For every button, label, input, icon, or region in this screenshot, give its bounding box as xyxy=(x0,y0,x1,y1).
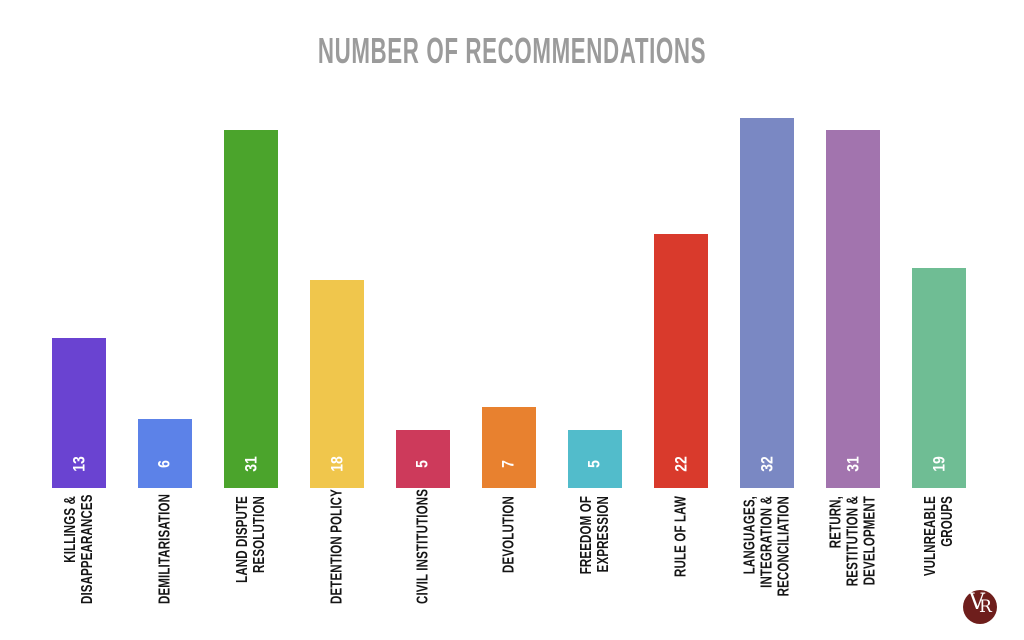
bar: 31 xyxy=(224,130,278,488)
category-label-cell: RETURN, RESTITUTION & DEVELOPMENT xyxy=(810,496,896,640)
bar-value-label: 13 xyxy=(68,456,88,472)
category-label: LAND DISPUTE RESOLUTION xyxy=(234,496,268,583)
bar: 22 xyxy=(654,234,708,488)
category-label-cell: LANGUAGES, INTEGRATION & RECONCILIATION xyxy=(724,496,810,640)
bar-value-holder: 31 xyxy=(224,446,278,482)
bar: 13 xyxy=(52,338,106,488)
bar: 6 xyxy=(138,419,192,488)
bar-column: 32 xyxy=(724,118,810,488)
bar-value-label: 22 xyxy=(670,456,690,472)
bar-column: 22 xyxy=(638,118,724,488)
bar-column: 5 xyxy=(380,118,466,488)
category-label-cell: RULE OF LAW xyxy=(638,496,724,640)
bar-value-label: 31 xyxy=(842,456,862,472)
bar-value-holder: 13 xyxy=(52,446,106,482)
category-label-cell: KILLINGS & DISAPPEARANCES xyxy=(36,494,122,640)
bar-column: 5 xyxy=(552,118,638,488)
category-label: RULE OF LAW xyxy=(672,496,690,577)
category-label-cell: LAND DISPUTE RESOLUTION xyxy=(208,496,294,640)
category-label: RETURN, RESTITUTION & DEVELOPMENT xyxy=(827,496,879,587)
bar-value-label: 19 xyxy=(928,456,948,472)
bar-column: 6 xyxy=(122,118,208,488)
category-labels-area: KILLINGS & DISAPPEARANCES DEMILITARISATION… xyxy=(36,488,982,640)
bar-value-holder: 18 xyxy=(310,446,364,482)
category-label: DEVOLUTION xyxy=(500,496,518,573)
category-label: DETENTION POLICY xyxy=(328,489,346,604)
bar-value-label: 7 xyxy=(499,460,518,468)
bar-value-label: 31 xyxy=(240,456,260,472)
bar: 7 xyxy=(482,407,536,488)
bar: 5 xyxy=(396,430,450,488)
bar-value-label: 32 xyxy=(756,456,776,472)
chart-title: NUMBER OF RECOMMENDATIONS xyxy=(317,30,707,71)
bar: 19 xyxy=(912,268,966,488)
bar-column: 31 xyxy=(810,118,896,488)
category-label-cell: DEVOLUTION xyxy=(466,496,552,640)
vr-logo: V R xyxy=(963,590,997,624)
bar-value-holder: 6 xyxy=(138,446,192,482)
bar-value-holder: 5 xyxy=(396,446,450,482)
bar-column: 7 xyxy=(466,118,552,488)
category-label-cell: DEMILITARISATION xyxy=(122,493,208,640)
bar-value-holder: 22 xyxy=(654,446,708,482)
category-label: KILLINGS & DISAPPEARANCES xyxy=(62,494,96,604)
bar-column: 31 xyxy=(208,118,294,488)
category-label-cell: DETENTION POLICY xyxy=(294,489,380,640)
category-label: VULNREABLE GROUPS xyxy=(922,496,956,577)
bar: 32 xyxy=(740,118,794,488)
bar-value-holder: 7 xyxy=(482,446,536,482)
bar-value-holder: 5 xyxy=(568,446,622,482)
bar-column: 13 xyxy=(36,118,122,488)
category-label: CIVIL INSTITUTIONS xyxy=(414,488,432,604)
category-label-cell: CIVIL INSTITUTIONS xyxy=(380,488,466,640)
bar: 18 xyxy=(310,280,364,488)
bar-value-holder: 32 xyxy=(740,446,794,482)
bar-value-label: 5 xyxy=(413,460,432,468)
category-label-cell: FREEDOM OF EXPRESSION xyxy=(552,496,638,640)
bars-area: 13 6 31 18 5 7 5 22 32 31 19 xyxy=(36,118,982,488)
category-label: DEMILITARISATION xyxy=(156,493,174,604)
bar-value-label: 6 xyxy=(155,460,174,468)
category-label: FREEDOM OF EXPRESSION xyxy=(578,496,612,575)
bar: 5 xyxy=(568,430,622,488)
category-label: LANGUAGES, INTEGRATION & RECONCILIATION xyxy=(741,496,793,597)
logo-letter-r: R xyxy=(979,597,992,617)
bar-value-label: 18 xyxy=(326,456,346,472)
bar-value-label: 5 xyxy=(585,460,604,468)
bar-value-holder: 31 xyxy=(826,446,880,482)
bar-column: 18 xyxy=(294,118,380,488)
bar: 31 xyxy=(826,130,880,488)
bar-column: 19 xyxy=(896,118,982,488)
bar-value-holder: 19 xyxy=(912,446,966,482)
logo-letter-v: V xyxy=(969,590,985,615)
